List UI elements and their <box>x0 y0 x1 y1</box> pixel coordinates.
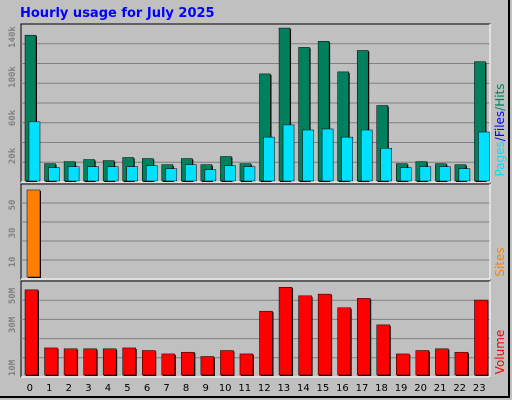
volume-bar <box>396 353 410 376</box>
pages-bar <box>185 164 197 182</box>
volume-label: Volume <box>493 330 507 375</box>
x-tick-label: 11 <box>238 383 251 394</box>
x-tick-label: 17 <box>356 383 369 394</box>
middle-panel-plot-area <box>20 183 491 280</box>
volume-bar <box>44 347 58 376</box>
bottom-panel-ytick-label: 30M <box>8 316 18 333</box>
volume-bar <box>24 289 39 376</box>
pages-bar <box>146 165 158 182</box>
chart-title: Hourly usage for July 2025 <box>20 6 215 21</box>
x-tick-label: 21 <box>434 383 447 394</box>
x-tick-label: 8 <box>183 383 189 394</box>
pages-bar <box>28 121 41 182</box>
bottom-panel-ytick-label: 10M <box>8 359 18 376</box>
top-panel-ytick-label: 100k <box>8 66 18 88</box>
volume-bar <box>278 287 293 376</box>
pages-bar <box>478 131 490 182</box>
x-tick-label: 16 <box>336 383 349 394</box>
volume-bar <box>337 307 351 376</box>
volume-bar <box>200 356 215 376</box>
pages-bar <box>126 166 138 182</box>
x-tick-label: 9 <box>202 383 208 394</box>
volume-bar <box>356 298 371 376</box>
volume-bar <box>142 350 156 376</box>
volume-bar <box>259 310 273 376</box>
pages-bar <box>380 148 392 182</box>
bottom-panel-ytick-label: 50M <box>8 287 18 304</box>
volume-bar <box>454 351 469 376</box>
middle-panel-ytick-label: 10 <box>8 257 18 268</box>
top-panel-ytick-label: 140k <box>8 26 18 48</box>
volume-bar <box>122 347 136 376</box>
x-tick-label: 14 <box>297 383 310 394</box>
pages-files-hits-label-part: Hits <box>493 83 507 106</box>
volume-label-part: Volume <box>493 330 507 375</box>
volume-bar <box>239 353 254 376</box>
pages-bar <box>419 166 432 182</box>
x-tick-label: 12 <box>258 383 271 394</box>
x-tick-label: 6 <box>144 383 150 394</box>
pages-bar <box>458 168 471 182</box>
volume-bar <box>298 295 312 376</box>
volume-bar <box>181 351 195 376</box>
pages-files-hits-label: Pages/Files/Hits <box>493 83 507 176</box>
volume-bar <box>220 350 234 376</box>
x-tick-label: 10 <box>219 383 232 394</box>
volume-bar <box>415 350 430 376</box>
x-tick-label: 1 <box>46 383 52 394</box>
pages-files-hits-label-part: Pages <box>493 141 507 176</box>
pages-bar <box>106 166 119 182</box>
volume-bar <box>474 299 488 376</box>
pages-bar <box>341 136 353 182</box>
x-tick-label: 7 <box>163 383 169 394</box>
top-panel-ytick-label: 60k <box>8 109 18 126</box>
x-tick-label: 3 <box>85 383 91 394</box>
volume-bar <box>63 348 78 376</box>
sites-label: Sites <box>493 247 507 276</box>
pages-bar <box>400 167 412 182</box>
x-tick-label: 5 <box>124 383 130 394</box>
x-tick-label: 2 <box>66 383 72 394</box>
volume-bar <box>161 353 176 376</box>
sites-bar <box>26 189 41 278</box>
x-tick-label: 15 <box>317 383 330 394</box>
pages-files-hits-label-part: / <box>493 106 507 111</box>
pages-files-hits-label-part: / <box>493 136 507 141</box>
pages-bar <box>165 168 178 182</box>
sites-label-part: Sites <box>493 247 507 276</box>
middle-panel-ytick-label: 30 <box>8 228 18 239</box>
x-tick-label: 4 <box>105 383 111 394</box>
pages-bar <box>243 166 256 182</box>
pages-bar <box>48 167 60 182</box>
volume-bar <box>435 348 449 376</box>
x-tick-label: 0 <box>27 383 33 394</box>
pages-bar <box>87 166 99 182</box>
x-tick-label: 23 <box>473 383 486 394</box>
pages-bar <box>282 124 295 182</box>
x-tick-label: 19 <box>395 383 408 394</box>
volume-bar <box>376 324 390 376</box>
x-tick-label: 20 <box>414 383 427 394</box>
pages-bar <box>204 169 217 182</box>
pages-bar <box>67 166 80 182</box>
pages-bar <box>224 165 236 182</box>
middle-panel-ytick-label: 50 <box>8 200 18 211</box>
volume-bar <box>102 348 117 376</box>
pages-bar <box>321 128 334 182</box>
x-tick-label: 18 <box>375 383 388 394</box>
pages-bar <box>360 129 373 182</box>
top-panel-ytick-label: 20k <box>8 147 18 164</box>
pages-bar <box>439 166 451 182</box>
x-tick-label: 13 <box>277 383 290 394</box>
x-tick-label: 22 <box>453 383 466 394</box>
volume-bar <box>317 293 332 376</box>
pages-bar <box>302 129 314 182</box>
pages-files-hits-label-part: Files <box>493 111 507 137</box>
pages-bar <box>263 136 275 182</box>
volume-bar <box>83 348 97 376</box>
